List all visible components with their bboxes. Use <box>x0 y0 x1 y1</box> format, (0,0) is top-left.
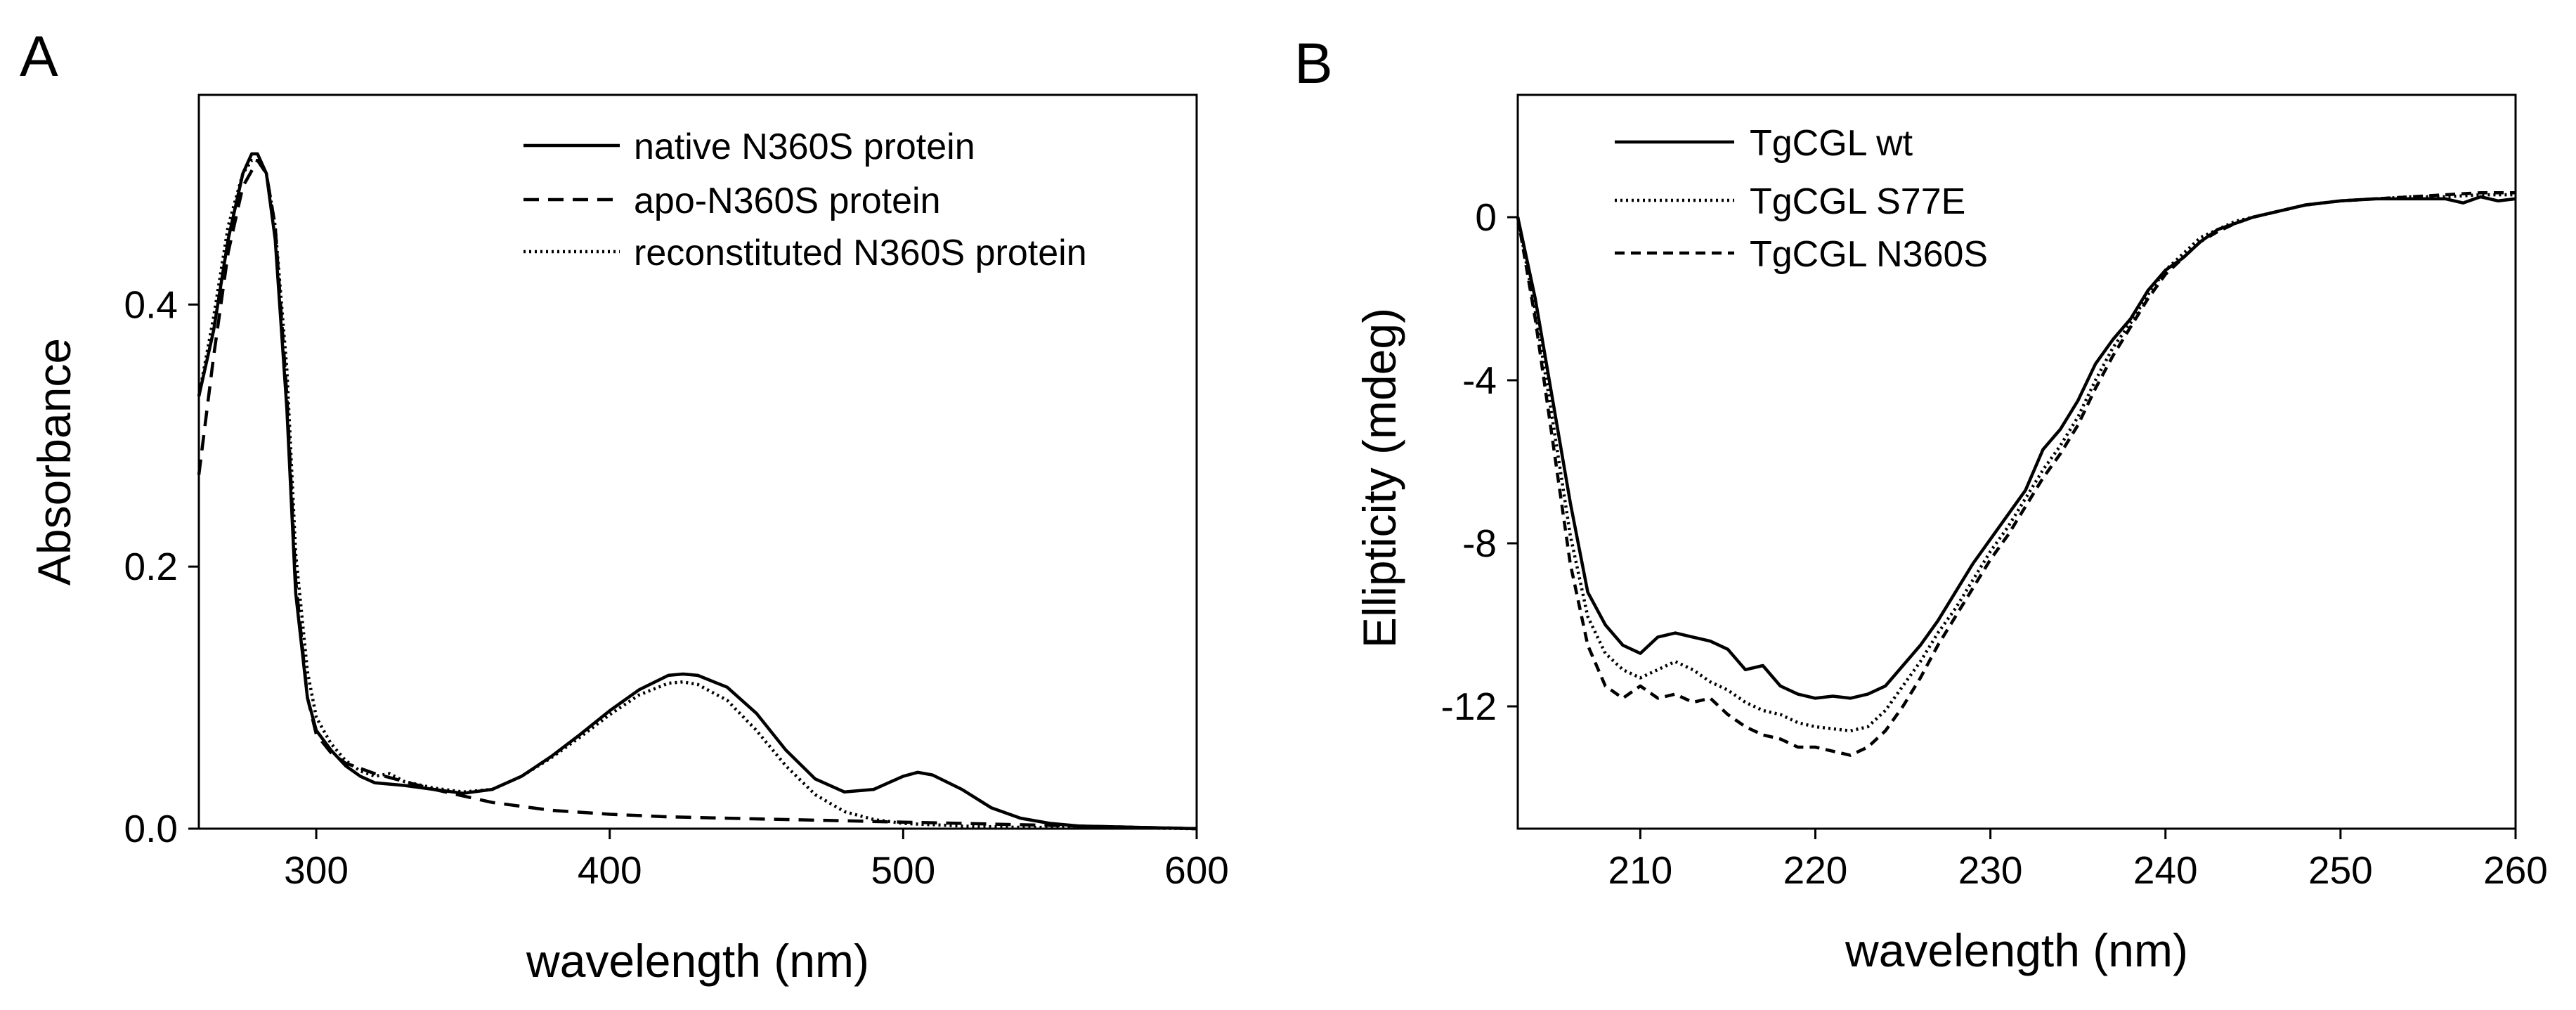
legend-label-reconstituted: reconstituted N360S protein <box>634 233 1087 273</box>
panel-b-series-2-line <box>1516 193 2516 733</box>
panel-b-y-tick-label: -8 <box>1462 522 1497 565</box>
panel-b-x-tick-label: 210 <box>1608 848 1673 892</box>
panel-b-x-axis-title: wavelength (nm) <box>1845 924 2188 976</box>
panel-a-series-2-line <box>197 158 1197 831</box>
panel-b-x-tick-label: 260 <box>2483 848 2548 892</box>
panel-b-series-3-line <box>1516 190 2516 757</box>
panel-b-x-tick-label: 240 <box>2133 848 2198 892</box>
panel-a-y-tick-label: 0.2 <box>124 545 178 588</box>
panel-a: A 300 400 500 600 0.0 0.2 0.4 wavelength (nm)… <box>20 25 1229 987</box>
panel-b-series-group <box>1516 190 2516 757</box>
panel-b-y-axis-title: Ellipticity (mdeg) <box>1353 308 1405 648</box>
panel-b-x-tick-label: 220 <box>1783 848 1848 892</box>
panel-label-a: A <box>20 25 58 89</box>
panel-b: B 210 220 230 240 250 260 0 -4 -8 -12 wavelength… <box>1294 32 2548 976</box>
panel-a-y-tick-label: 0.0 <box>124 807 178 850</box>
panel-b-legend: TgCGL wt TgCGL S77E TgCGL N360S <box>1615 123 1988 275</box>
panel-a-x-tick-label: 300 <box>284 848 349 892</box>
panel-b-y-ticks: 0 -4 -8 -12 <box>1441 195 1518 728</box>
panel-a-plot-frame <box>197 93 1198 830</box>
panel-a-series-3-line <box>197 158 1197 831</box>
panel-b-series-1-line <box>1516 195 2516 700</box>
panel-b-x-tick-label: 230 <box>1958 848 2023 892</box>
panel-a-legend: native N360S protein apo-N360S protein r… <box>523 127 1087 273</box>
panel-a-y-tick-label: 0.4 <box>124 283 178 326</box>
panel-a-y-axis-title: Absorbance <box>28 338 80 585</box>
panel-a-series-group <box>197 152 1197 831</box>
panel-a-x-axis-title: wavelength (nm) <box>526 935 869 987</box>
panel-label-b: B <box>1294 32 1333 96</box>
legend-label-native: native N360S protein <box>634 127 975 167</box>
legend-label-apo: apo-N360S protein <box>634 181 941 221</box>
panel-b-x-tick-label: 250 <box>2308 848 2373 892</box>
panel-a-x-tick-label: 400 <box>578 848 642 892</box>
panel-b-y-tick-label: -12 <box>1441 685 1497 728</box>
legend-label-wt: TgCGL wt <box>1750 123 1913 164</box>
panel-b-y-tick-label: 0 <box>1475 195 1497 239</box>
legend-label-n360s: TgCGL N360S <box>1750 234 1988 275</box>
panel-a-x-tick-label: 500 <box>871 848 935 892</box>
legend-label-s77e: TgCGL S77E <box>1750 181 1965 222</box>
panel-a-x-ticks: 300 400 500 600 <box>284 829 1229 892</box>
panel-b-x-ticks: 210 220 230 240 250 260 <box>1608 829 2548 892</box>
panel-a-x-tick-label: 600 <box>1164 848 1229 892</box>
panel-b-y-tick-label: -4 <box>1462 358 1497 402</box>
panel-b-plot-frame <box>1516 93 2517 830</box>
panel-a-y-ticks: 0.0 0.2 0.4 <box>124 283 199 850</box>
